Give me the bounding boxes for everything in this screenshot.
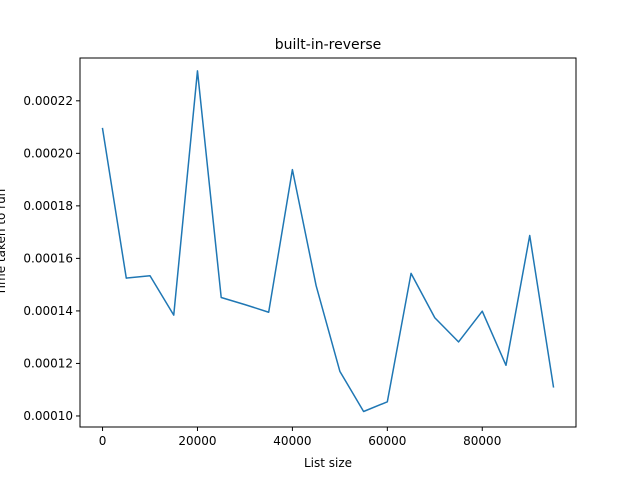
x-tick-label: 80000 [463,434,501,448]
y-tick-label: 0.00022 [23,94,73,108]
y-tick-label: 0.00016 [23,251,73,265]
y-tick-label: 0.00020 [23,146,73,160]
x-axis-label: List size [304,456,352,470]
y-tick-label: 0.00010 [23,409,73,423]
x-tick-label: 0 [99,434,107,448]
chart-title: built-in-reverse [275,37,382,53]
x-tick-label: 60000 [368,434,406,448]
x-tick-label: 40000 [273,434,311,448]
y-tick-label: 0.00018 [23,199,73,213]
y-tick-label: 0.00014 [23,304,73,318]
y-tick-label: 0.00012 [23,356,73,370]
x-tick-label: 20000 [178,434,216,448]
y-axis-label: Time taken to run [0,189,8,297]
